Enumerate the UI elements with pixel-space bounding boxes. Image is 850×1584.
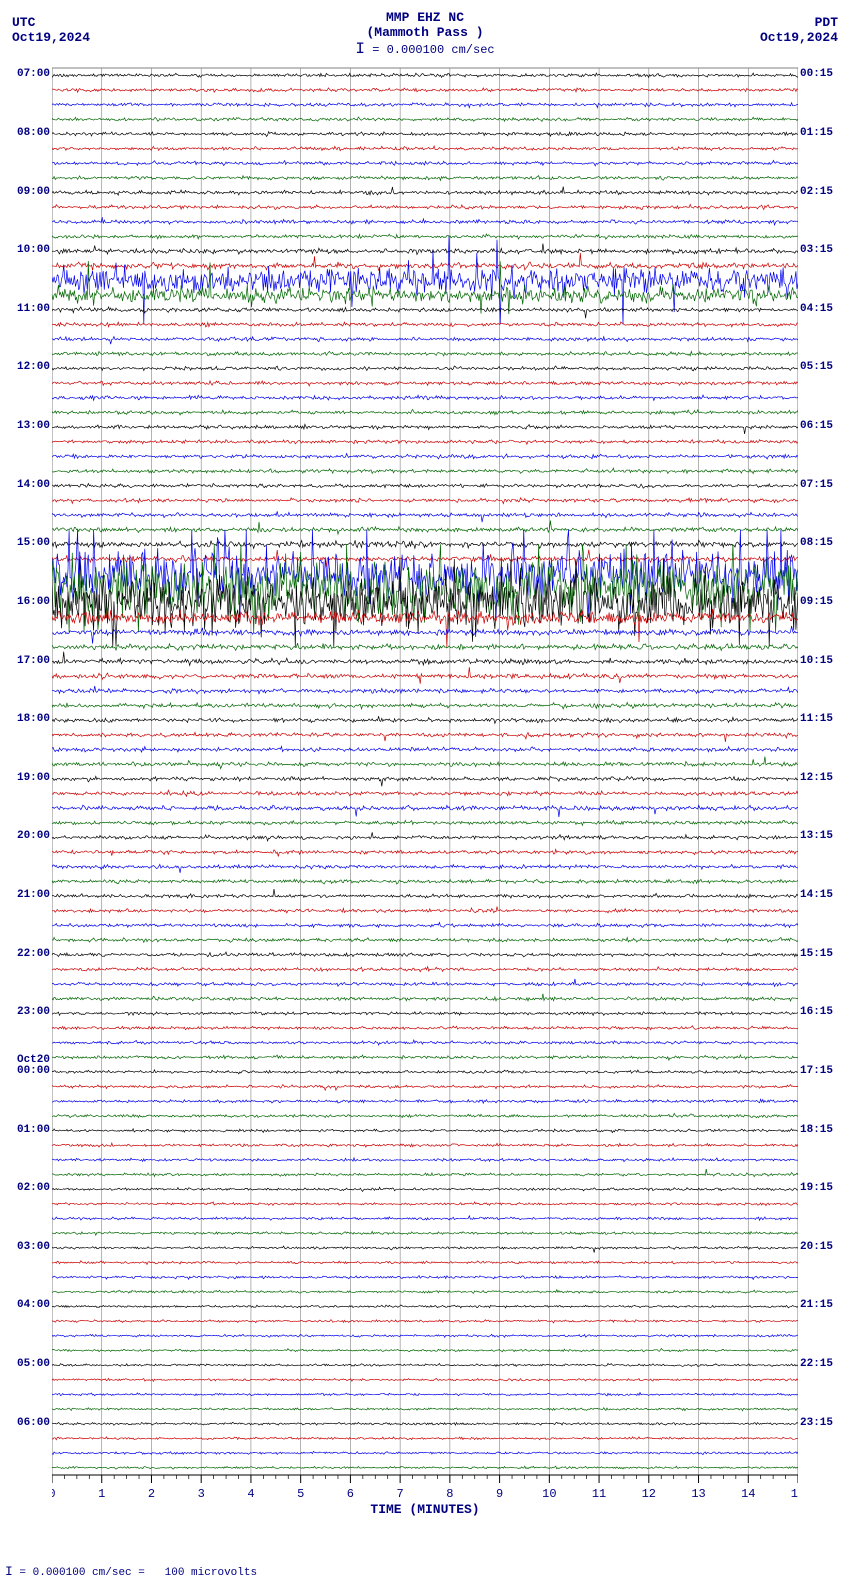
svg-text:14: 14 (741, 1487, 755, 1501)
left-time-label: 15:00 (17, 537, 50, 549)
left-time-label: 03:00 (17, 1241, 50, 1253)
right-time-label: 08:15 (800, 537, 833, 549)
right-time-label: 04:15 (800, 303, 833, 315)
left-time-label: 02:00 (17, 1182, 50, 1194)
right-time-label: 09:15 (800, 596, 833, 608)
right-time-label: 10:15 (800, 655, 833, 667)
left-time-label: 23:00 (17, 1006, 50, 1018)
left-time-label: 07:00 (17, 68, 50, 80)
left-time-label: 00:00 (17, 1065, 50, 1077)
svg-text:3: 3 (198, 1487, 205, 1501)
left-time-label: 20:00 (17, 830, 50, 842)
right-time-label: 06:15 (800, 420, 833, 432)
svg-text:5: 5 (297, 1487, 304, 1501)
left-time-label: 01:00 (17, 1124, 50, 1136)
helicorder-plot: 0123456789101112131415TIME (MINUTES) 07:… (52, 60, 798, 1520)
svg-text:1: 1 (98, 1487, 105, 1501)
svg-text:8: 8 (446, 1487, 453, 1501)
left-time-label: 09:00 (17, 186, 50, 198)
left-time-label: 10:00 (17, 244, 50, 256)
left-time-label: 04:00 (17, 1299, 50, 1311)
left-time-label: 08:00 (17, 127, 50, 139)
location-title: (Mammoth Pass ) (0, 25, 850, 40)
right-time-label: 13:15 (800, 830, 833, 842)
svg-text:9: 9 (496, 1487, 503, 1501)
right-time-label: 22:15 (800, 1358, 833, 1370)
right-time-label: 20:15 (800, 1241, 833, 1253)
svg-text:4: 4 (247, 1487, 254, 1501)
left-time-label: 22:00 (17, 948, 50, 960)
scale-label: I = 0.000100 cm/sec (0, 40, 850, 58)
right-time-label: 11:15 (800, 713, 833, 725)
svg-text:0: 0 (52, 1487, 56, 1501)
svg-text:TIME (MINUTES): TIME (MINUTES) (370, 1502, 479, 1517)
svg-text:13: 13 (691, 1487, 705, 1501)
right-time-label: 03:15 (800, 244, 833, 256)
left-time-label: 11:00 (17, 303, 50, 315)
right-time-label: 02:15 (800, 186, 833, 198)
left-time-label: 06:00 (17, 1417, 50, 1429)
station-title: MMP EHZ NC (0, 10, 850, 25)
right-time-label: 15:15 (800, 948, 833, 960)
right-time-label: 00:15 (800, 68, 833, 80)
left-time-label: 14:00 (17, 479, 50, 491)
right-time-label: 17:15 (800, 1065, 833, 1077)
right-time-label: 14:15 (800, 889, 833, 901)
svg-text:12: 12 (642, 1487, 656, 1501)
svg-text:11: 11 (592, 1487, 606, 1501)
right-time-label: 21:15 (800, 1299, 833, 1311)
right-time-label: 12:15 (800, 772, 833, 784)
left-time-label: 05:00 (17, 1358, 50, 1370)
right-time-label: 23:15 (800, 1417, 833, 1429)
right-time-label: 16:15 (800, 1006, 833, 1018)
right-time-label: 18:15 (800, 1124, 833, 1136)
left-time-label: 17:00 (17, 655, 50, 667)
helicorder-svg: 0123456789101112131415TIME (MINUTES) (52, 60, 798, 1520)
right-time-label: 01:15 (800, 127, 833, 139)
left-time-label: 18:00 (17, 713, 50, 725)
svg-text:6: 6 (347, 1487, 354, 1501)
left-time-label: 21:00 (17, 889, 50, 901)
svg-text:7: 7 (397, 1487, 404, 1501)
right-time-label: 07:15 (800, 479, 833, 491)
left-time-label: 12:00 (17, 361, 50, 373)
svg-text:10: 10 (542, 1487, 556, 1501)
day-break-label: Oct20 (17, 1054, 50, 1066)
footer-scale: I = 0.000100 cm/sec = 100 microvolts (5, 1564, 257, 1579)
svg-text:2: 2 (148, 1487, 155, 1501)
left-time-label: 13:00 (17, 420, 50, 432)
svg-text:15: 15 (791, 1487, 798, 1501)
right-time-label: 19:15 (800, 1182, 833, 1194)
right-time-label: 05:15 (800, 361, 833, 373)
left-time-label: 16:00 (17, 596, 50, 608)
left-time-label: 19:00 (17, 772, 50, 784)
